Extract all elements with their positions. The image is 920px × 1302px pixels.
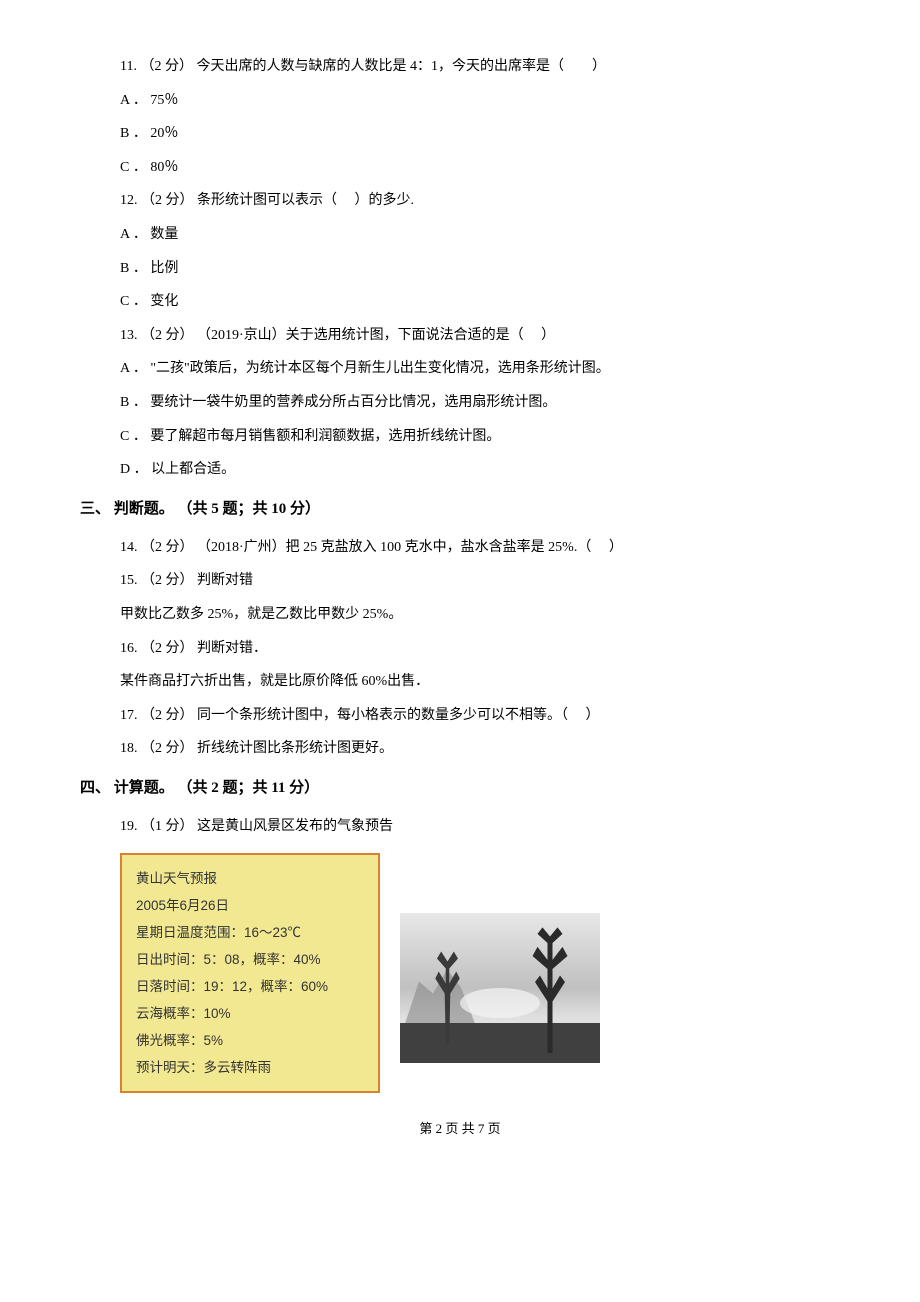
landscape-image [400,913,600,1063]
question-15: 15. （2 分） 判断对错 [80,564,840,598]
question-17: 17. （2 分） 同一个条形统计图中，每小格表示的数量多少可以不相等。（ ） [80,699,840,733]
q11-option-c: C ． 80％ [80,151,840,185]
ground-shape [400,1023,600,1063]
weather-forecast-box: 黄山天气预报 2005年6月26日 星期日温度范围：16～23℃ 日出时间：5：… [120,853,380,1093]
q12-option-c: C ． 变化 [80,285,840,319]
question-11: 11. （2 分） 今天出席的人数与缺席的人数比是 4：1，今天的出席率是（ ） [80,50,840,84]
q11-option-a: A ． 75％ [80,84,840,118]
question-12: 12. （2 分） 条形统计图可以表示（ ）的多少. [80,184,840,218]
page-footer: 第 2 页 共 7 页 [80,1113,840,1144]
weather-light: 佛光概率：5% [136,1027,364,1054]
q13-option-d: D ． 以上都合适。 [80,453,840,487]
mountain-shape [405,963,475,1023]
weather-sunset: 日落时间：19：12，概率：60% [136,973,364,1000]
section-3-header: 三、 判断题。 （共 5 题；共 10 分） [80,491,840,527]
section-4-header: 四、 计算题。 （共 2 题；共 11 分） [80,770,840,806]
images-row: 黄山天气预报 2005年6月26日 星期日温度范围：16～23℃ 日出时间：5：… [80,853,840,1093]
q11-option-b: B ． 20％ [80,117,840,151]
question-15-sub: 甲数比乙数多 25%，就是乙数比甲数少 25%。 [80,598,840,632]
question-14: 14. （2 分） （2018·广州）把 25 克盐放入 100 克水中，盐水含… [80,531,840,565]
weather-forecast: 预计明天：多云转阵雨 [136,1054,364,1081]
question-13: 13. （2 分） （2019·京山）关于选用统计图，下面说法合适的是（ ） [80,319,840,353]
q12-option-b: B ． 比例 [80,252,840,286]
weather-sunrise: 日出时间：5：08，概率：40% [136,946,364,973]
question-16: 16. （2 分） 判断对错． [80,632,840,666]
weather-title: 黄山天气预报 [136,865,364,892]
q13-option-c: C ． 要了解超市每月销售额和利润额数据，选用折线统计图。 [80,420,840,454]
question-16-sub: 某件商品打六折出售，就是比原价降低 60%出售． [80,665,840,699]
weather-cloud: 云海概率：10% [136,1000,364,1027]
question-18: 18. （2 分） 折线统计图比条形统计图更好。 [80,732,840,766]
cloud-shape [460,988,540,1018]
question-19: 19. （1 分） 这是黄山风景区发布的气象预告 [80,810,840,844]
q12-option-a: A ． 数量 [80,218,840,252]
q13-option-b: B ． 要统计一袋牛奶里的营养成分所占百分比情况，选用扇形统计图。 [80,386,840,420]
weather-temp: 星期日温度范围：16～23℃ [136,919,364,946]
q13-option-a: A ． "二孩"政策后，为统计本区每个月新生儿出生变化情况，选用条形统计图。 [80,352,840,386]
weather-date: 2005年6月26日 [136,892,364,919]
